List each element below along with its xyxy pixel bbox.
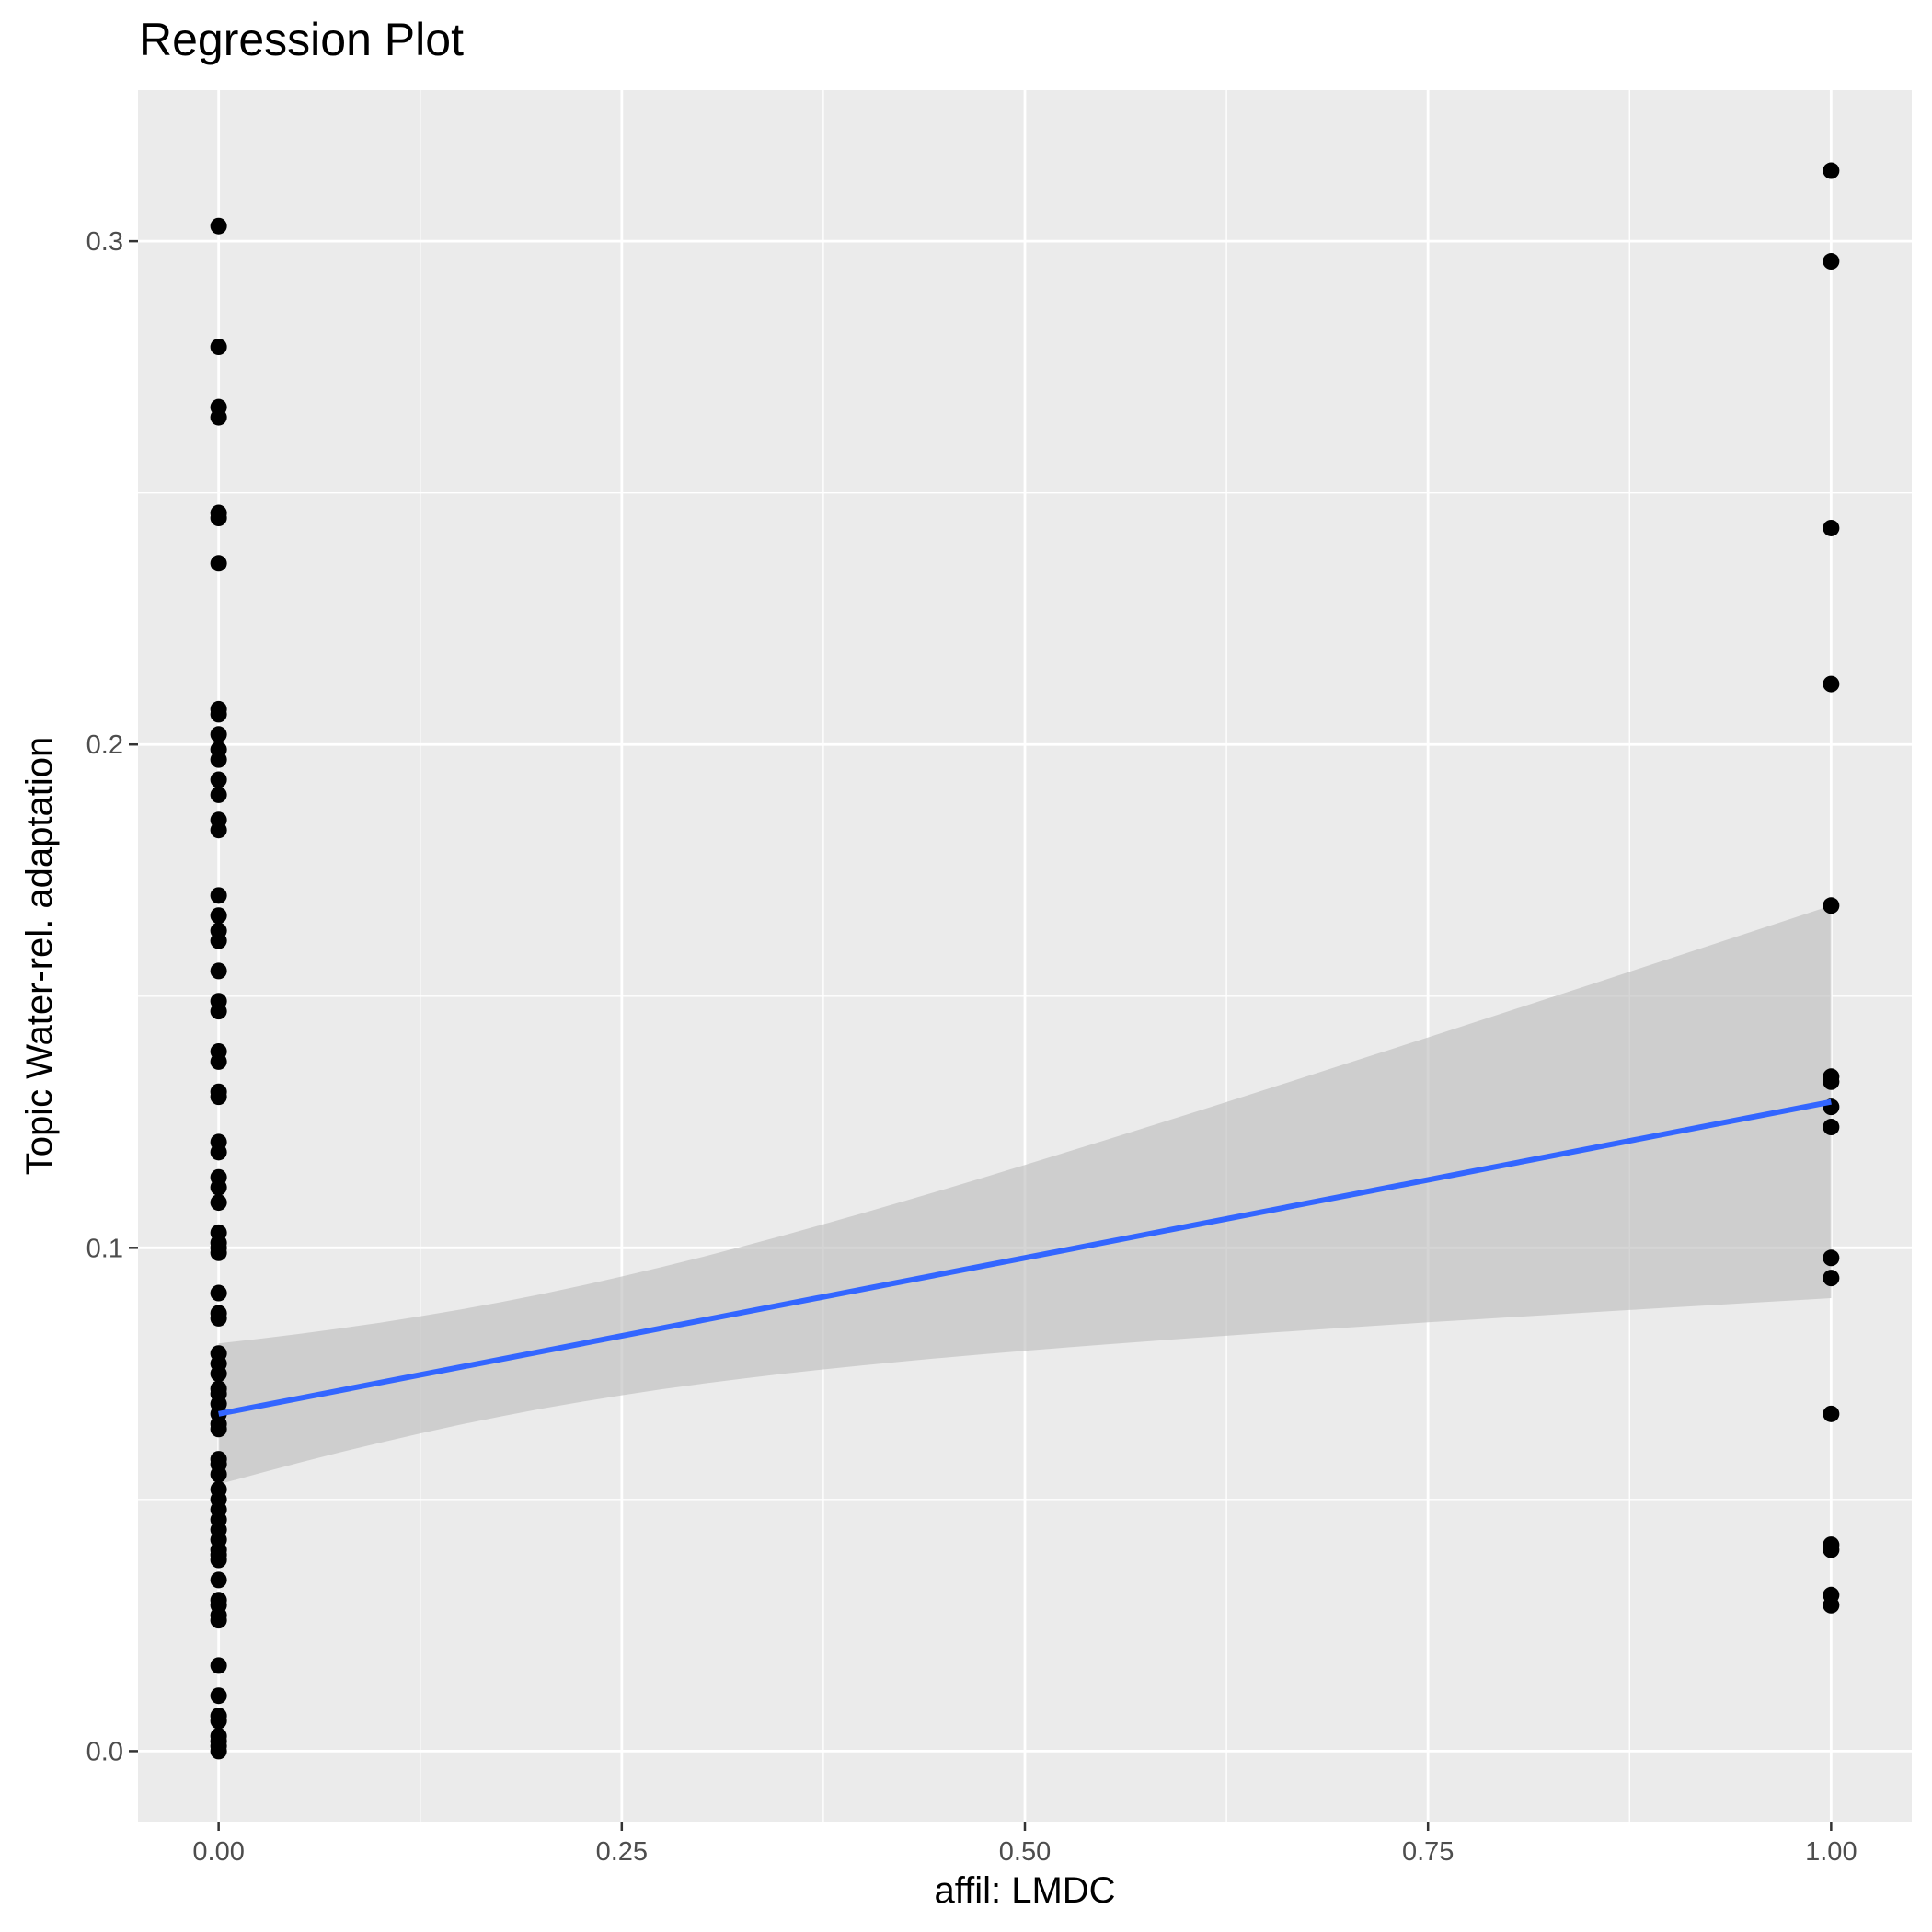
data-point: [210, 1687, 227, 1705]
data-point: [210, 1420, 227, 1438]
x-tick-label: 0.25: [596, 1837, 648, 1867]
x-tick-label: 0.75: [1402, 1837, 1454, 1867]
x-axis-ticks: 0.00 0.25 0.50 0.75 1.00: [192, 1822, 1857, 1867]
data-point: [210, 1612, 227, 1629]
data-point: [210, 771, 227, 788]
data-point: [1823, 1541, 1840, 1558]
data-point: [210, 786, 227, 803]
data-point: [1823, 162, 1840, 179]
data-point: [1823, 897, 1840, 914]
data-point: [210, 408, 227, 426]
data-point: [1823, 1405, 1840, 1422]
data-point: [210, 1052, 227, 1070]
data-point: [1823, 253, 1840, 270]
data-point: [210, 1284, 227, 1302]
y-axis-ticks: 0.0 0.1 0.2 0.3: [86, 227, 138, 1766]
x-axis-title: affil: LMDC: [934, 1870, 1115, 1911]
data-point: [210, 1365, 227, 1383]
data-point: [210, 1551, 227, 1569]
data-point: [210, 1088, 227, 1106]
data-point: [210, 1003, 227, 1020]
data-point: [1823, 1119, 1840, 1136]
data-point: [210, 1194, 227, 1212]
data-point: [210, 1244, 227, 1261]
data-point: [210, 1179, 227, 1196]
data-point: [210, 1466, 227, 1483]
data-point: [210, 1712, 227, 1730]
data-point: [210, 1742, 227, 1760]
data-point: [1823, 1270, 1840, 1287]
y-tick-label: 0.3: [86, 227, 123, 257]
regression-line: [218, 1098, 1832, 1417]
data-point: [210, 1657, 227, 1674]
data-point: [210, 887, 227, 904]
data-point: [210, 555, 227, 572]
y-tick-label: 0.2: [86, 730, 123, 760]
data-point: [210, 726, 227, 743]
data-point: [210, 510, 227, 527]
data-point: [1823, 1596, 1840, 1614]
confidence-ribbon: [218, 905, 1832, 1485]
y-tick-label: 0.1: [86, 1234, 123, 1263]
x-tick-label: 1.00: [1805, 1837, 1857, 1867]
data-point: [1823, 1073, 1840, 1090]
y-tick-label: 0.0: [86, 1737, 123, 1766]
data-point: [210, 339, 227, 356]
data-points: [210, 162, 1840, 1760]
data-point: [210, 962, 227, 980]
data-point: [210, 1144, 227, 1161]
data-point: [210, 822, 227, 839]
x-tick-label: 0.00: [192, 1837, 244, 1867]
chart-title: Regression Plot: [139, 14, 464, 65]
x-tick-label: 0.50: [999, 1837, 1051, 1867]
data-point: [1823, 519, 1840, 536]
y-axis-title: Topic Water-rel. adaptation: [19, 737, 60, 1176]
data-point: [1823, 675, 1840, 693]
data-point: [210, 907, 227, 925]
data-point: [210, 751, 227, 768]
data-point: [210, 932, 227, 949]
data-point: [1823, 1249, 1840, 1267]
data-point: [210, 217, 227, 235]
data-point: [210, 1571, 227, 1589]
data-point: [210, 1309, 227, 1327]
data-point: [210, 706, 227, 723]
